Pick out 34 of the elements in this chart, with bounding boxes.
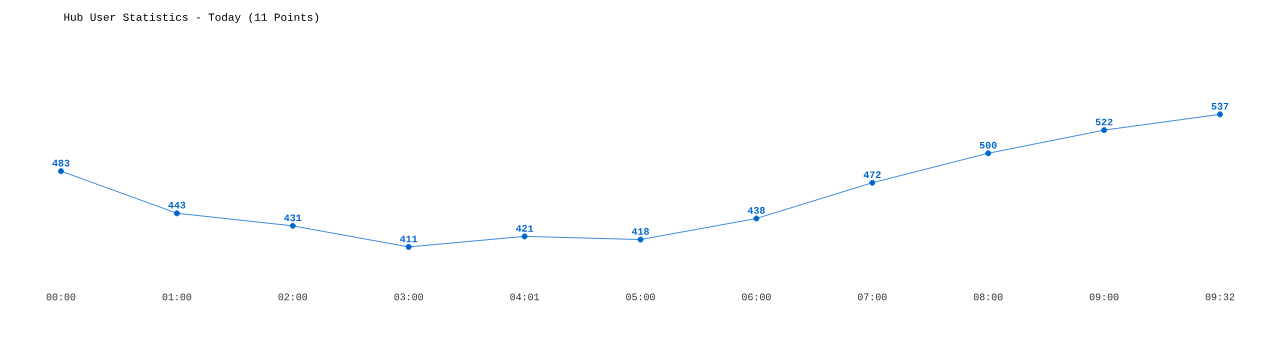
point [521,233,528,240]
point [173,210,180,217]
data-label: 421 [515,225,534,232]
point [753,215,760,222]
x-tick-label: 07:00 [857,293,887,301]
data-label: 438 [747,207,765,214]
x-tick-label: 09:00 [1089,293,1119,301]
data-label: 500 [979,141,997,149]
x-tick-label: 09:32 [1205,293,1235,301]
point [637,236,644,243]
data-label: 537 [1211,102,1229,110]
data-label: 443 [168,201,186,209]
x-tick-label: 08:00 [973,293,1003,301]
point [58,168,64,175]
data-label: 522 [1095,118,1113,126]
data-label: 431 [284,214,302,222]
data-label: 411 [400,235,418,243]
point [1101,127,1108,134]
data-label: 472 [863,171,881,179]
point [869,179,876,186]
x-tick-label: 04:01 [510,293,540,301]
x-tick-label: 05:00 [626,293,655,301]
chart-title: Hub User Statistics - Today (11 Points) [64,12,319,24]
x-tick-label: 06:00 [742,293,771,301]
x-tick-label: 01:00 [162,293,192,301]
point [289,222,296,229]
data-label: 483 [52,159,70,167]
point [985,150,992,157]
point [405,243,412,250]
x-tick-label: 02:00 [278,293,308,301]
x-tick-label: 03:00 [394,293,424,301]
x-tick-label: 00:00 [46,293,76,301]
point [1217,111,1223,118]
data-label: 418 [631,228,649,235]
